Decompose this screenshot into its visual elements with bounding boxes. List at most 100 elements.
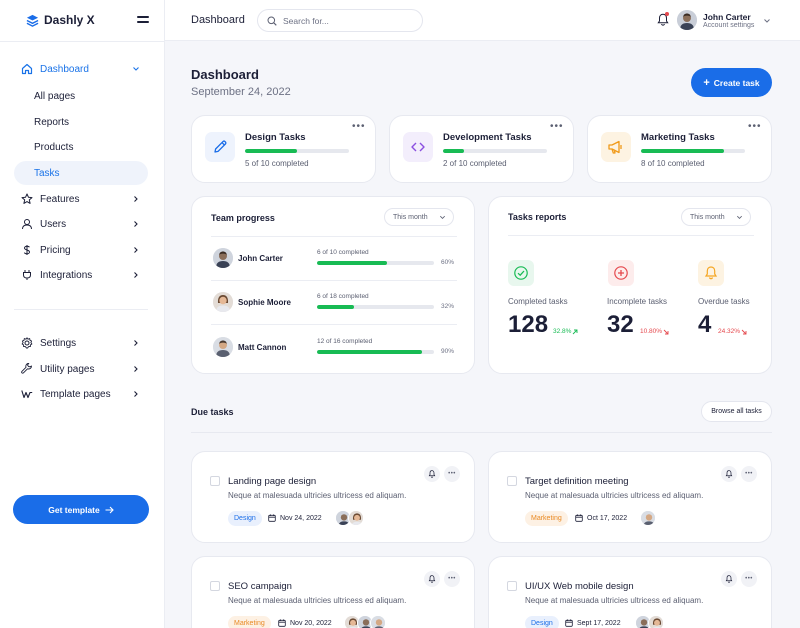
more-options-button[interactable]: ••• bbox=[741, 571, 757, 587]
task-description: Neque at malesuada ultricies ultricess e… bbox=[525, 596, 704, 605]
task-checkbox[interactable] bbox=[210, 476, 220, 486]
brand[interactable]: Dashly X bbox=[26, 13, 95, 27]
progress-fill bbox=[641, 149, 725, 153]
due-task-card[interactable]: Landing page design Neque at malesuada u… bbox=[191, 451, 475, 543]
more-options-icon: ••• bbox=[745, 471, 753, 477]
progress-fill bbox=[245, 149, 297, 153]
avatar bbox=[348, 510, 364, 526]
sidebar-subitem-label: Products bbox=[34, 141, 74, 153]
task-checkbox[interactable] bbox=[507, 476, 517, 486]
sidebar-subitem-all-pages[interactable]: All pages bbox=[14, 84, 148, 108]
task-card-marketing[interactable]: Marketing Tasks 8 of 10 completed ••• bbox=[587, 115, 772, 183]
user-icon bbox=[20, 217, 34, 231]
get-template-button[interactable]: Get template bbox=[13, 495, 149, 524]
wrench-icon bbox=[20, 362, 34, 376]
search-box[interactable] bbox=[257, 9, 423, 32]
more-options-icon[interactable]: ••• bbox=[550, 121, 564, 132]
plus-circle-icon bbox=[608, 260, 634, 286]
avatar bbox=[635, 615, 651, 628]
stat-delta: 32.8% bbox=[553, 328, 578, 335]
sidebar-subitem-products[interactable]: Products bbox=[14, 135, 148, 159]
more-options-button[interactable]: ••• bbox=[444, 466, 460, 482]
task-card-subtitle: 2 of 10 completed bbox=[443, 159, 507, 168]
progress-bar bbox=[317, 350, 434, 354]
task-card-design[interactable]: Design Tasks 5 of 10 completed ••• bbox=[191, 115, 376, 183]
sidebar-subitem-reports[interactable]: Reports bbox=[14, 110, 148, 134]
sidebar-item-template-pages[interactable]: Template pages bbox=[14, 382, 148, 406]
stat-value: 4 bbox=[698, 311, 712, 338]
sidebar-item-dashboard[interactable]: Dashboard bbox=[14, 57, 148, 81]
search-icon bbox=[267, 16, 277, 26]
task-tag: Design bbox=[228, 511, 262, 526]
sidebar-subitem-tasks[interactable]: Tasks bbox=[14, 161, 148, 185]
chevron-down-icon bbox=[440, 215, 445, 219]
chevron-down-icon[interactable] bbox=[763, 17, 771, 25]
menu-toggle-icon[interactable] bbox=[137, 16, 149, 25]
task-checkbox[interactable] bbox=[210, 581, 220, 591]
stat-label: Incomplete tasks bbox=[607, 297, 668, 306]
progress-bar bbox=[317, 261, 434, 265]
sidebar-item-pricing[interactable]: Pricing bbox=[14, 238, 148, 262]
reminder-bell-button[interactable] bbox=[721, 466, 737, 482]
plus-icon: + bbox=[703, 76, 710, 89]
task-card-development[interactable]: Development Tasks 2 of 10 completed ••• bbox=[389, 115, 574, 183]
plug-icon bbox=[20, 268, 34, 282]
chevron-right-icon bbox=[134, 366, 138, 372]
stat-delta: 10.80% bbox=[640, 328, 669, 335]
due-task-card[interactable]: UI/UX Web mobile design Neque at malesua… bbox=[488, 556, 772, 628]
chevron-right-icon bbox=[134, 272, 138, 278]
sidebar: Dashly X Dashboard All pages Reports Pro… bbox=[0, 0, 165, 628]
more-options-button[interactable]: ••• bbox=[741, 466, 757, 482]
reminder-bell-button[interactable] bbox=[721, 571, 737, 587]
member-count: 12 of 16 completed bbox=[317, 338, 373, 345]
stat-delta: 24.32% bbox=[718, 328, 747, 335]
task-description: Neque at malesuada ultricies ultricess e… bbox=[228, 491, 407, 500]
create-task-button[interactable]: + Create task bbox=[691, 68, 772, 97]
period-select[interactable]: This month bbox=[384, 208, 454, 226]
period-select-value: This month bbox=[690, 213, 725, 221]
task-due-date: Oct 17, 2022 bbox=[575, 514, 627, 522]
sidebar-item-integrations[interactable]: Integrations bbox=[14, 263, 148, 287]
search-input[interactable] bbox=[283, 15, 403, 26]
assignees bbox=[640, 510, 656, 526]
task-description: Neque at malesuada ultricies ultricess e… bbox=[228, 596, 407, 605]
task-title: UI/UX Web mobile design bbox=[525, 581, 634, 592]
account-settings-link[interactable]: Account settings bbox=[703, 22, 755, 29]
avatar[interactable] bbox=[677, 10, 697, 30]
panel-title: Team progress bbox=[211, 213, 275, 223]
member-percent: 32% bbox=[441, 303, 455, 310]
team-progress-panel: Team progress This month John Carter 6 o… bbox=[191, 196, 475, 374]
task-due-date-value: Oct 17, 2022 bbox=[587, 514, 628, 522]
period-select[interactable]: This month bbox=[681, 208, 751, 226]
more-options-icon[interactable]: ••• bbox=[748, 121, 762, 132]
panel-title: Tasks reports bbox=[508, 212, 567, 222]
sidebar-item-label: Users bbox=[40, 218, 67, 230]
task-due-date-value: Nov 24, 2022 bbox=[280, 514, 322, 522]
task-checkbox[interactable] bbox=[507, 581, 517, 591]
reminder-bell-button[interactable] bbox=[424, 466, 440, 482]
reminder-bell-button[interactable] bbox=[424, 571, 440, 587]
sidebar-item-settings[interactable]: Settings bbox=[14, 331, 148, 355]
sidebar-item-features[interactable]: Features bbox=[14, 187, 148, 211]
sidebar-item-users[interactable]: Users bbox=[14, 212, 148, 236]
sidebar-subitem-label: Reports bbox=[34, 116, 70, 128]
due-task-card[interactable]: SEO campaign Neque at malesuada ultricie… bbox=[191, 556, 475, 628]
task-card-title: Development Tasks bbox=[443, 132, 532, 143]
task-tag: Marketing bbox=[228, 616, 271, 628]
section-title: Due tasks bbox=[191, 407, 234, 417]
browse-all-tasks-button[interactable]: Browse all tasks bbox=[701, 401, 772, 422]
sidebar-item-utility-pages[interactable]: Utility pages bbox=[14, 357, 148, 381]
progress-bar bbox=[245, 149, 349, 153]
stat-value: 32 bbox=[607, 311, 634, 338]
due-task-card[interactable]: Target definition meeting Neque at males… bbox=[488, 451, 772, 543]
member-count: 6 of 10 completed bbox=[317, 249, 369, 256]
assignees bbox=[335, 510, 364, 526]
user-name[interactable]: John Carter bbox=[703, 12, 751, 22]
member-percent: 90% bbox=[441, 348, 455, 355]
more-options-icon[interactable]: ••• bbox=[352, 121, 366, 132]
megaphone-icon bbox=[601, 132, 631, 162]
more-options-button[interactable]: ••• bbox=[444, 571, 460, 587]
bell-icon bbox=[428, 575, 436, 583]
calendar-icon bbox=[565, 619, 573, 627]
progress-fill bbox=[443, 149, 464, 153]
